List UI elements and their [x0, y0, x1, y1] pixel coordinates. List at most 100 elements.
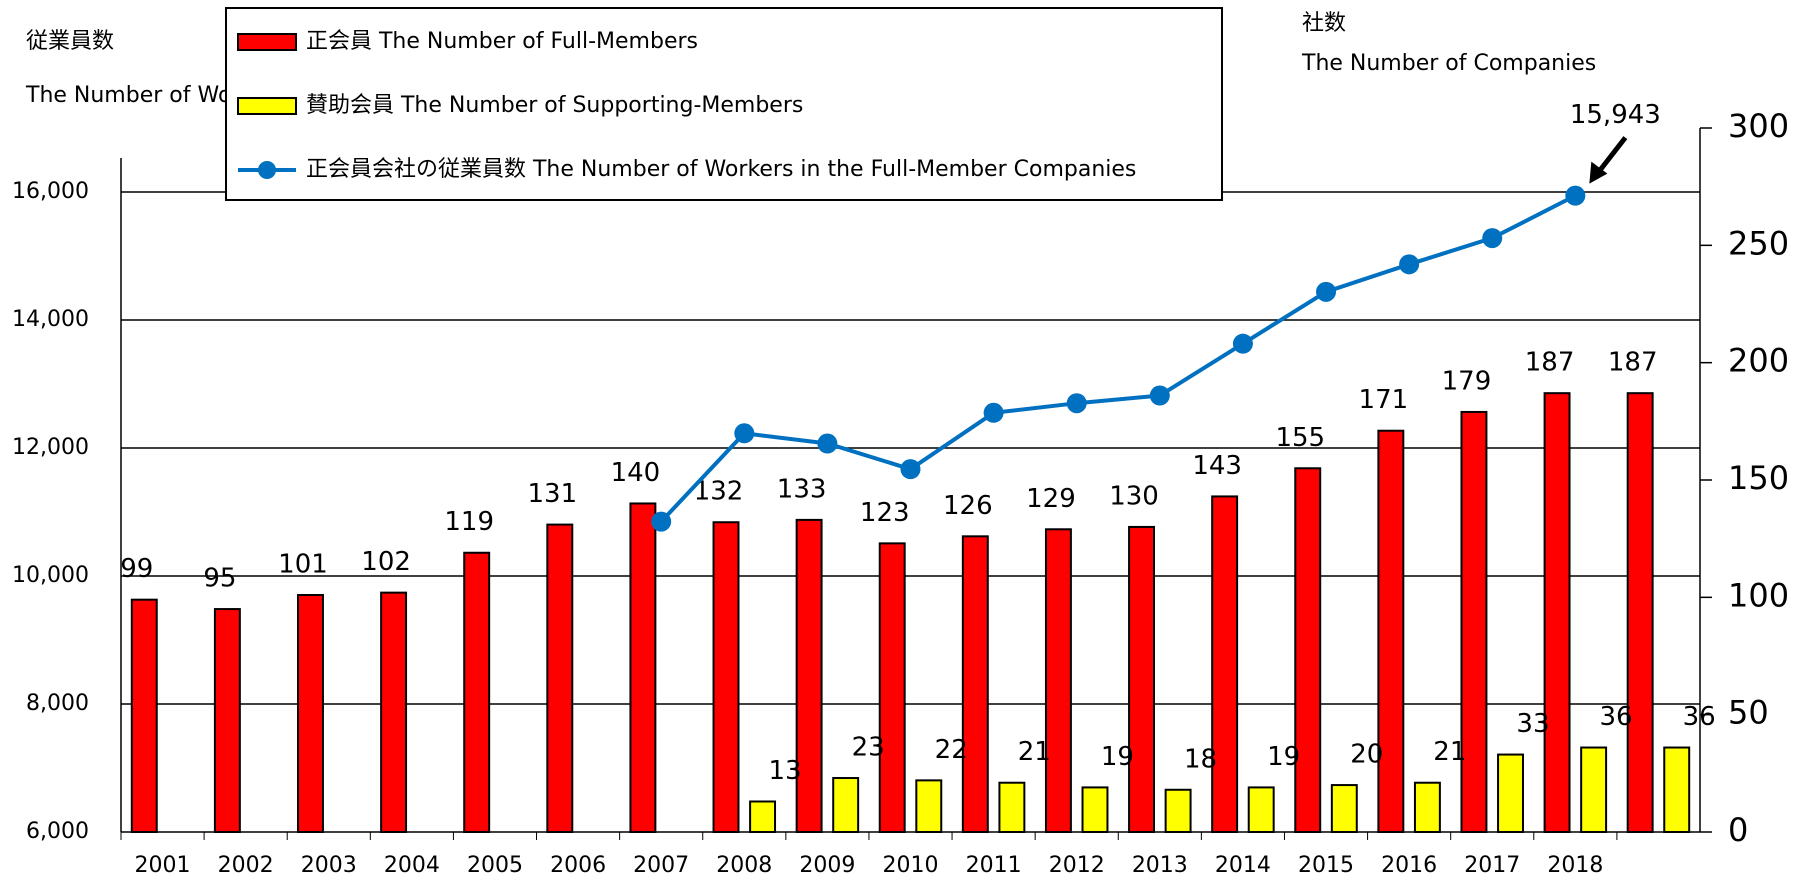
data-label: 13 [768, 756, 801, 786]
bar [1128, 525, 1155, 834]
y2-tick-label: 0 [1728, 811, 1748, 849]
y-tick-label: 14,000 [12, 307, 89, 332]
bar [1211, 495, 1239, 833]
data-label: 143 [1192, 451, 1242, 481]
data-label: 23 [852, 733, 885, 763]
bar [213, 608, 241, 833]
bar [1497, 753, 1524, 833]
marker [1066, 393, 1087, 414]
marker [1149, 385, 1170, 406]
y2-axis-title: The Number of Companies [1301, 51, 1596, 76]
data-label: 101 [278, 549, 328, 579]
bar [1543, 392, 1571, 833]
bar [463, 551, 491, 833]
data-label: 131 [527, 479, 577, 509]
legend-swatch [258, 161, 276, 179]
data-label: 21 [1018, 737, 1051, 767]
marker [1399, 254, 1420, 275]
marker [734, 423, 755, 444]
bar [795, 518, 823, 833]
marker [983, 402, 1004, 423]
bar [1330, 784, 1358, 833]
bar [712, 521, 740, 833]
arrow [1595, 136, 1628, 176]
marker [1482, 228, 1503, 249]
legend-label: 正会員 The Number of Full-Members [306, 29, 698, 54]
data-label: 187 [1525, 348, 1575, 378]
x-tick-label: 2009 [799, 853, 855, 878]
data-label: 19 [1101, 742, 1134, 772]
bar [629, 502, 657, 833]
bar [878, 542, 906, 833]
data-label: 102 [361, 547, 411, 577]
bar [380, 591, 408, 834]
data-label: 126 [943, 491, 993, 521]
data-label: 20 [1350, 740, 1383, 770]
y2-tick-label: 250 [1728, 224, 1789, 262]
bar [1377, 429, 1405, 833]
x-tick-label: 2002 [218, 853, 274, 878]
y-axis-title: 従業員数 [26, 29, 114, 54]
y2-tick-label: 200 [1728, 342, 1789, 380]
y-tick-label: 10,000 [12, 563, 89, 588]
y-tick-label: 8,000 [26, 691, 89, 716]
y-tick-label: 12,000 [12, 435, 89, 460]
marker [900, 459, 921, 480]
data-label: 15,943 [1570, 100, 1661, 130]
data-label: 22 [935, 735, 968, 765]
marker [1565, 185, 1586, 206]
legend-swatch [237, 97, 297, 115]
data-label: 155 [1275, 423, 1325, 453]
data-label: 133 [777, 474, 827, 504]
data-label: 18 [1184, 744, 1217, 774]
x-tick-label: 2005 [467, 853, 523, 878]
bar [832, 777, 860, 834]
data-label: 33 [1516, 709, 1549, 739]
marker [651, 511, 672, 532]
bar [1294, 467, 1322, 833]
data-label: 132 [694, 477, 744, 507]
x-tick-label: 2007 [633, 853, 689, 878]
x-tick-label: 2017 [1464, 853, 1520, 878]
line [659, 193, 1577, 523]
data-label: 21 [1433, 737, 1466, 767]
bar [297, 593, 324, 834]
data-label: 129 [1026, 484, 1076, 514]
x-tick-label: 2011 [966, 853, 1022, 878]
y2-axis-title: 社数 [1302, 11, 1346, 36]
legend-swatch [237, 33, 297, 51]
bar [998, 781, 1026, 833]
bar [1413, 781, 1441, 833]
legend-label: 賛助会員 The Number of Supporting-Members [306, 93, 803, 118]
marker [1232, 333, 1253, 354]
x-tick-label: 2003 [301, 853, 357, 878]
x-tick-label: 2013 [1132, 853, 1188, 878]
data-label: 187 [1608, 348, 1658, 378]
marker [1316, 281, 1337, 302]
bar [961, 535, 989, 833]
data-label: 179 [1442, 366, 1492, 396]
bar [1460, 410, 1488, 833]
data-label: 123 [860, 498, 910, 528]
x-tick-label: 2010 [883, 853, 939, 878]
y2-tick-label: 100 [1728, 576, 1789, 614]
x-tick-label: 2014 [1215, 853, 1271, 878]
x-tick-label: 2004 [384, 853, 440, 878]
bar [1247, 786, 1275, 833]
arrow-head [1589, 161, 1608, 184]
data-label: 99 [120, 554, 153, 584]
y-tick-label: 16,000 [12, 179, 89, 204]
data-label: 130 [1109, 481, 1159, 511]
bar [130, 598, 158, 833]
x-tick-label: 2015 [1298, 853, 1354, 878]
data-label: 119 [444, 507, 494, 537]
y2-tick-label: 50 [1728, 694, 1769, 732]
bar [1164, 788, 1192, 834]
legend-label: 正会員会社の従業員数 The Number of Workers in the … [306, 157, 1136, 182]
x-tick-label: 2001 [135, 853, 191, 878]
bar [1663, 746, 1691, 834]
data-label: 95 [203, 564, 236, 594]
bar [749, 800, 777, 834]
bar [1044, 528, 1072, 834]
